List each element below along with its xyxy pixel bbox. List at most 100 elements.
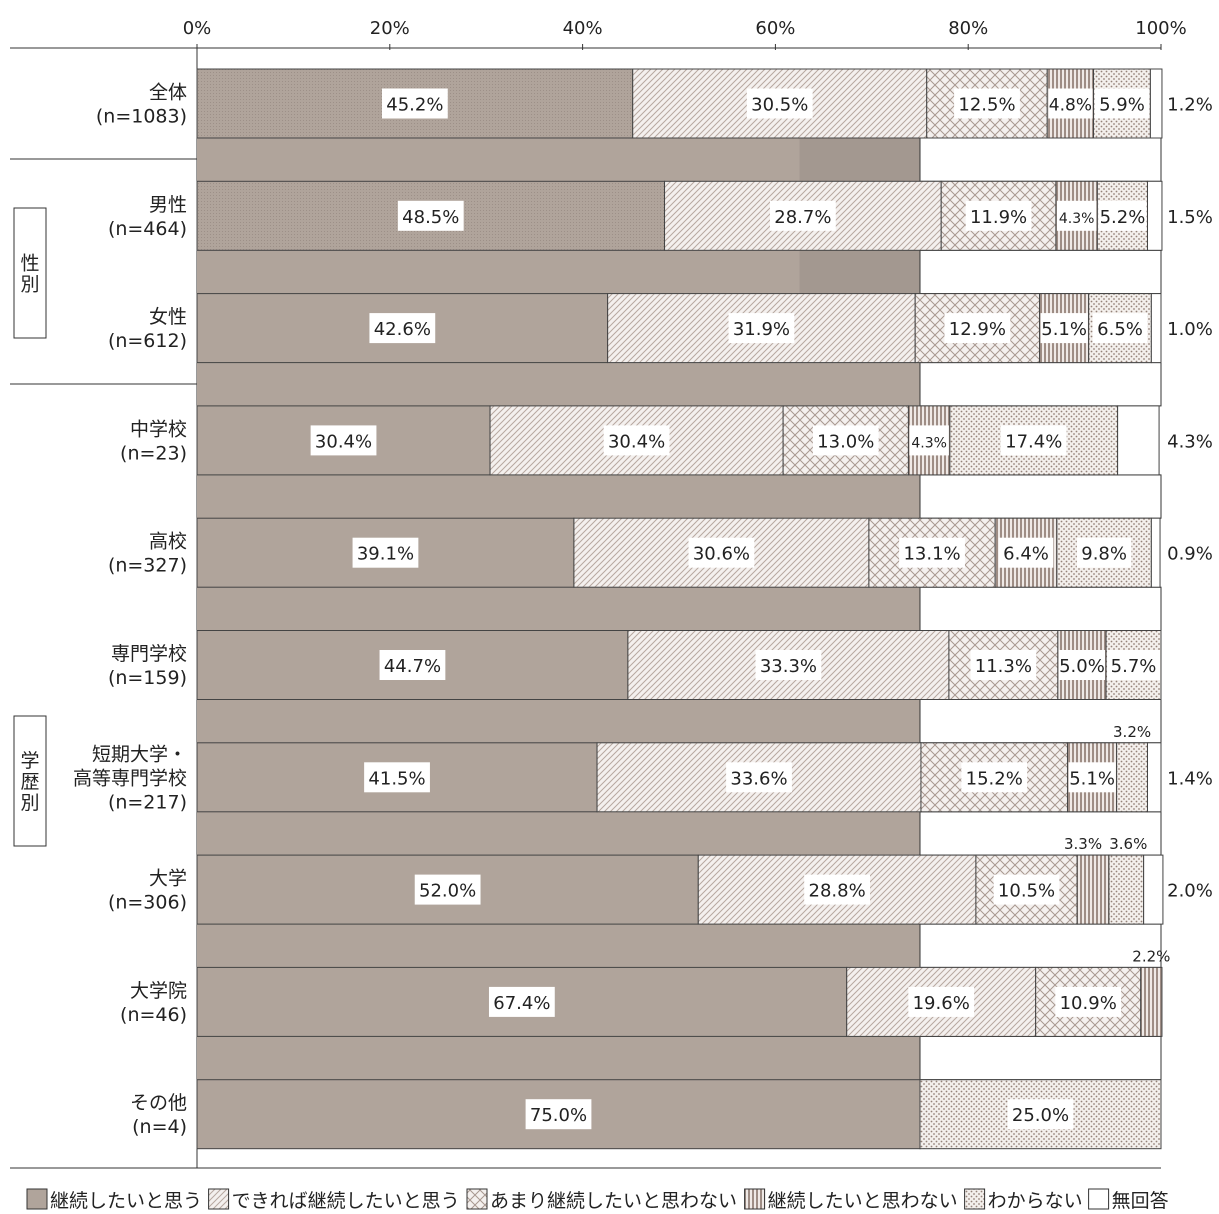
data-label-bg [1000, 425, 1067, 456]
data-label: 30.5% [751, 95, 808, 116]
category-label: 中学校 [130, 418, 187, 440]
data-label-bg [1056, 200, 1097, 231]
data-label: 39.1% [357, 544, 414, 565]
data-label: 45.2% [386, 95, 443, 116]
category-label: 専門学校 [111, 643, 187, 665]
data-label: 67.4% [493, 993, 550, 1014]
data-label: 5.2% [1100, 207, 1146, 228]
category-label: (n=327) [108, 555, 187, 577]
data-label: 11.9% [970, 207, 1027, 228]
data-label: 12.9% [949, 319, 1006, 340]
category-label: 高校 [149, 531, 187, 553]
data-label-bg [310, 425, 377, 456]
group-label-box: 性別 [13, 207, 47, 339]
x-tick-label: 60% [755, 18, 795, 39]
group-label-box: 学歴別 [13, 715, 47, 847]
group-label-char: 別 [20, 274, 39, 296]
bar-row: 短期大学・高等専門学校(n=217) 41.5% 33.6% 15.2% 5.1% 3.2… [73, 723, 1213, 814]
data-label: 41.5% [368, 768, 425, 789]
data-label: 25.0% [1012, 1105, 1069, 1126]
data-label: 15.2% [966, 768, 1023, 789]
category-label: (n=46) [120, 1004, 187, 1026]
category-label: 大学院 [130, 980, 187, 1002]
data-label-bg [993, 874, 1060, 905]
data-label: 5.7% [1111, 656, 1157, 677]
data-label-bg [755, 650, 822, 680]
data-label-bg [965, 200, 1032, 231]
data-label: 2.0% [1167, 881, 1213, 902]
gap-strip [197, 699, 920, 743]
data-label-bg [944, 313, 1011, 344]
x-tick-label: 100% [1135, 18, 1186, 39]
data-label: 33.3% [760, 656, 817, 677]
legend-label: 継続したいと思わない [768, 1190, 958, 1210]
data-label: 6.5% [1097, 319, 1143, 340]
data-label: 3.3% [1064, 835, 1102, 853]
data-label: 30.4% [315, 431, 372, 452]
data-label-bg [746, 88, 813, 119]
data-label: 12.5% [958, 95, 1015, 116]
bar-row: その他(n=4) 75.0% 25.0% [130, 1079, 1162, 1150]
bar-row: 全体(n=1083) 45.2% 30.5% 12.5% 4.8% 5.9% 1.2% [96, 68, 1213, 139]
x-tick-label: 40% [563, 18, 603, 39]
data-label-bg [379, 650, 446, 680]
bar-segment [1108, 854, 1145, 925]
data-label: 28.8% [809, 881, 866, 902]
gap-strip-blank [919, 474, 1162, 519]
group-box [13, 715, 47, 847]
bar-segment [1143, 854, 1164, 925]
legend-swatch [964, 1188, 986, 1210]
data-label: 1.5% [1167, 207, 1213, 228]
category-label: (n=612) [108, 330, 187, 352]
gap-strip [197, 474, 920, 519]
data-label: 1.4% [1167, 768, 1213, 789]
data-label: 19.6% [913, 993, 970, 1014]
data-label-bg [909, 425, 949, 456]
category-label: (n=464) [108, 218, 187, 240]
category-label: その他 [130, 1092, 187, 1114]
x-tick-label: 80% [948, 18, 988, 39]
bar-segment [1117, 405, 1160, 476]
data-label: 13.1% [903, 544, 960, 565]
legend-label: 継続したいと思う [50, 1190, 202, 1210]
group-box [13, 207, 47, 339]
gap-strip-tint [799, 138, 920, 182]
data-label-bg [688, 537, 755, 568]
category-label: (n=159) [108, 667, 187, 689]
legend-swatch [26, 1188, 48, 1210]
data-label: 4.3% [911, 435, 947, 451]
data-label-bg [899, 537, 965, 568]
bar-row: 女性(n=612) 42.6% 31.9% 12.9% 5.1% 6.5% 1.0% [108, 293, 1213, 364]
data-label-bg [1040, 313, 1088, 344]
group-label-char: 歴 [20, 771, 39, 793]
data-label-bg [397, 200, 464, 231]
data-label: 44.7% [384, 656, 441, 677]
group-label-char: 性 [20, 253, 39, 275]
bar-segment [1116, 742, 1149, 813]
data-label-bg [1048, 88, 1093, 119]
category-label: 高等専門学校 [73, 767, 187, 789]
data-label: 13.0% [817, 431, 874, 452]
data-label: 10.9% [1060, 993, 1117, 1014]
category-label: (n=23) [120, 442, 187, 464]
gap-strip-blank [919, 811, 1162, 856]
data-label: 48.5% [402, 207, 459, 228]
data-label: 33.6% [730, 768, 787, 789]
data-label: 1.0% [1167, 319, 1213, 340]
data-label-bg [1076, 537, 1132, 568]
bar-segment [1147, 742, 1162, 813]
data-label: 5.1% [1041, 319, 1087, 340]
data-label: 3.6% [1109, 835, 1147, 853]
category-label: (n=4) [132, 1116, 187, 1138]
data-label: 52.0% [419, 881, 476, 902]
data-label-bg [603, 425, 670, 456]
data-label-bg [364, 762, 430, 793]
data-label-bg [1007, 1099, 1074, 1130]
legend-swatch [1088, 1188, 1110, 1210]
gap-strip-blank [919, 137, 1162, 182]
gap-strip [197, 362, 920, 406]
x-tick-label: 0% [183, 18, 212, 39]
data-label-bg [381, 88, 448, 119]
